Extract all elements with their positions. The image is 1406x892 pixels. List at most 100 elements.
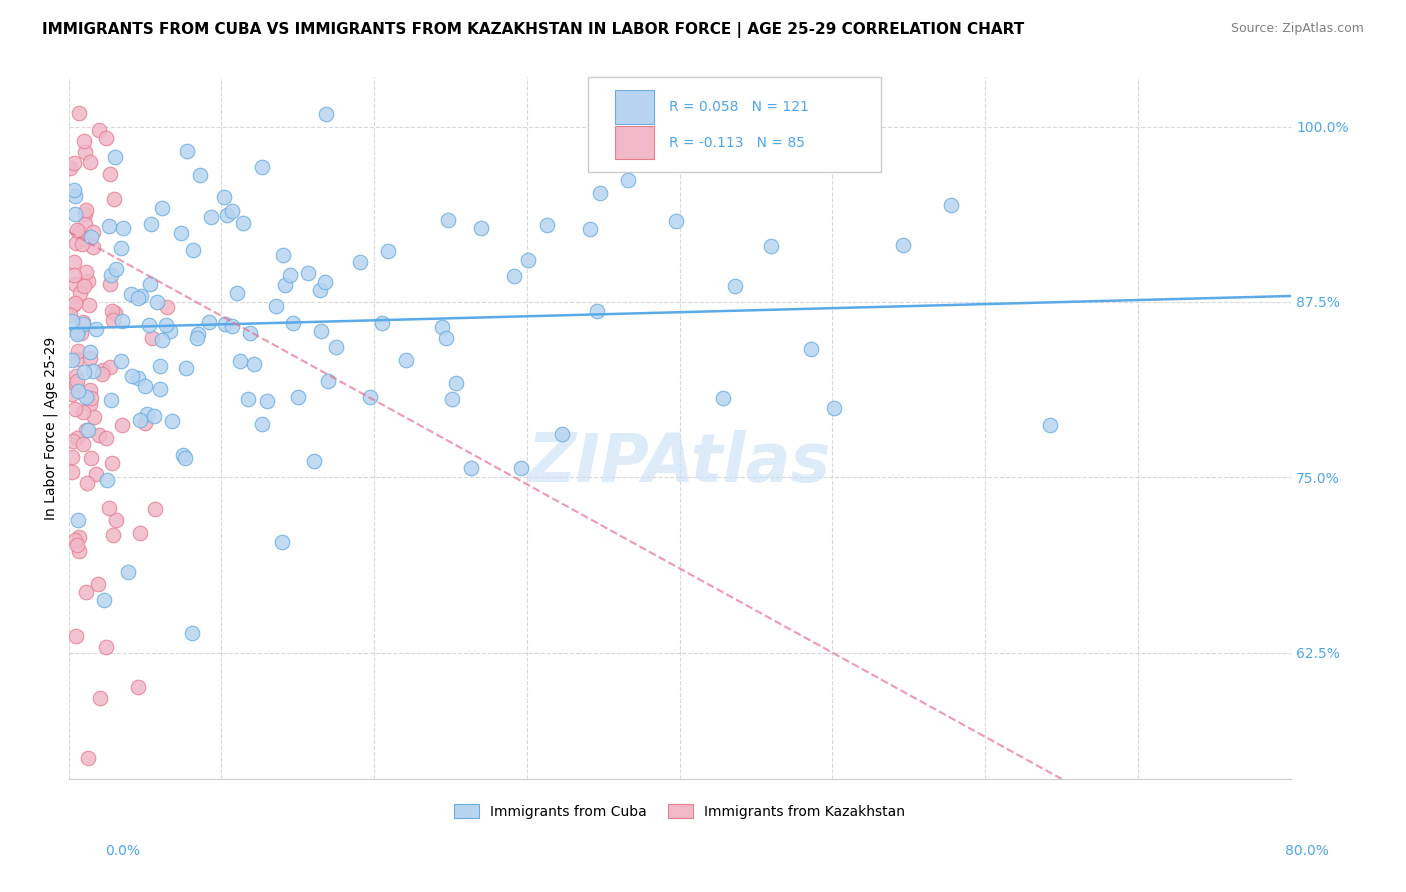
Point — [87, 577, 110, 591]
Point — [212, 190, 235, 204]
Point — [149, 383, 172, 397]
Point — [79, 351, 101, 365]
Point — [77, 274, 100, 288]
Point — [280, 268, 302, 282]
FancyBboxPatch shape — [614, 126, 654, 160]
Point — [97, 219, 120, 234]
Point — [129, 289, 152, 303]
Point — [127, 371, 149, 385]
Point — [434, 331, 457, 345]
Point — [110, 241, 132, 255]
Point — [94, 431, 117, 445]
Point — [70, 237, 93, 252]
Point — [110, 354, 132, 368]
Point — [617, 173, 640, 187]
Point — [100, 268, 122, 282]
Point — [75, 390, 97, 404]
Point — [63, 268, 86, 282]
Point — [302, 453, 325, 467]
FancyBboxPatch shape — [588, 78, 882, 172]
Point — [72, 436, 94, 450]
Point — [75, 423, 97, 437]
Point — [62, 434, 84, 448]
Point — [59, 161, 82, 175]
Point — [136, 407, 159, 421]
Point — [79, 345, 101, 359]
Point — [66, 343, 89, 358]
Point — [96, 473, 118, 487]
Point — [63, 255, 86, 269]
Point — [67, 225, 90, 239]
Point — [536, 218, 558, 232]
Point — [82, 225, 104, 239]
Point — [77, 297, 100, 311]
Point — [170, 226, 193, 240]
Point — [297, 266, 319, 280]
Point — [181, 243, 204, 257]
Point — [104, 150, 127, 164]
Point — [176, 360, 198, 375]
Point — [117, 565, 139, 579]
Point — [79, 391, 101, 405]
Point — [349, 254, 371, 268]
Point — [84, 467, 107, 482]
Point — [101, 304, 124, 318]
Point — [460, 461, 482, 475]
Point — [221, 319, 243, 334]
Point — [67, 544, 90, 558]
Point — [60, 465, 83, 479]
Point — [470, 221, 492, 235]
Point — [309, 283, 332, 297]
Text: R = -0.113   N = 85: R = -0.113 N = 85 — [669, 136, 804, 150]
Point — [215, 208, 238, 222]
Point — [65, 629, 87, 643]
Point — [142, 409, 165, 423]
Point — [239, 326, 262, 340]
Point — [75, 585, 97, 599]
Legend: Immigrants from Cuba, Immigrants from Kazakhstan: Immigrants from Cuba, Immigrants from Ka… — [449, 798, 911, 824]
Point — [94, 130, 117, 145]
Point — [146, 295, 169, 310]
Point — [77, 751, 100, 765]
Point — [692, 91, 714, 105]
Point — [91, 362, 114, 376]
Point — [127, 680, 149, 694]
Point — [377, 244, 399, 259]
Point — [103, 192, 125, 206]
Point — [63, 533, 86, 548]
Point — [83, 410, 105, 425]
Point — [160, 414, 183, 428]
Point — [188, 168, 211, 182]
Point — [65, 236, 87, 251]
Point — [79, 384, 101, 398]
Point — [325, 340, 347, 354]
Point — [138, 277, 160, 291]
Point — [105, 262, 128, 277]
Point — [129, 413, 152, 427]
Point — [200, 211, 222, 225]
Point — [105, 513, 128, 527]
Point — [94, 640, 117, 655]
Point — [444, 376, 467, 390]
Point — [73, 134, 96, 148]
Point — [82, 240, 104, 254]
Point — [65, 295, 87, 310]
Point — [665, 214, 688, 228]
Point — [252, 160, 274, 174]
Point — [112, 221, 135, 235]
Point — [60, 450, 83, 464]
Point — [66, 431, 89, 445]
Point — [314, 275, 336, 289]
Point — [159, 324, 181, 338]
Text: 80.0%: 80.0% — [1285, 844, 1329, 857]
Point — [59, 308, 82, 322]
Point — [550, 427, 572, 442]
Point — [186, 331, 208, 345]
Point — [60, 352, 83, 367]
Point — [66, 223, 89, 237]
Point — [150, 201, 173, 215]
Point — [156, 300, 179, 314]
Point — [141, 331, 163, 345]
Point — [66, 538, 89, 552]
Point — [73, 231, 96, 245]
